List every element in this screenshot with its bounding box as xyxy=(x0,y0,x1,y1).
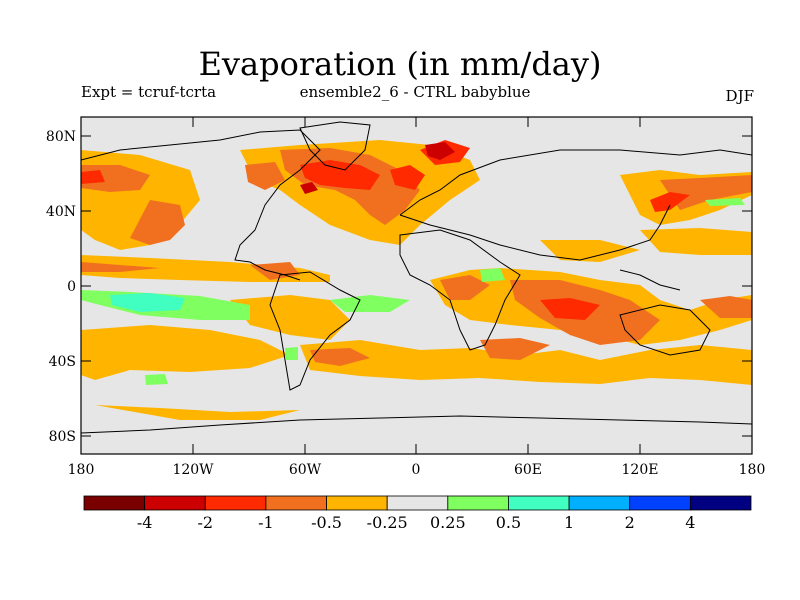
colorbar-swatch xyxy=(386,495,449,511)
coastlines xyxy=(81,121,752,434)
lon-tick-label: 120W xyxy=(172,462,214,478)
lon-tick-label: 180 xyxy=(739,462,766,478)
contour-fill-very-strong-negative xyxy=(300,142,455,194)
lon-tick-label: 120E xyxy=(622,462,659,478)
experiment-label: Expt = tcruf-tcrta xyxy=(81,83,217,101)
lat-tick-label: 40N xyxy=(46,204,76,220)
map-title: Evaporation (in mm/day) xyxy=(198,45,602,83)
colorbar-label: -2 xyxy=(197,513,213,532)
lat-ticks xyxy=(81,135,752,437)
colorbar-label: 2 xyxy=(625,513,635,532)
colorbar: -4 -2 -1 -0.5 -0.25 0.25 0.5 1 2 4 xyxy=(83,495,752,532)
lat-tick-label: 80S xyxy=(49,429,76,445)
anomaly-field xyxy=(81,121,752,434)
colorbar-label: 0.25 xyxy=(430,513,466,532)
lon-tick-label: 0 xyxy=(412,462,421,478)
lat-tick-label: 0 xyxy=(67,279,76,295)
colorbar-label: -1 xyxy=(258,513,274,532)
lat-tick-label: 80N xyxy=(46,129,76,145)
lon-tick-label: 180 xyxy=(68,462,95,478)
colorbar-label: -0.25 xyxy=(367,513,408,532)
colorbar-label: -0.5 xyxy=(311,513,342,532)
colorbar-swatch xyxy=(689,495,752,511)
colorbar-label: 1 xyxy=(564,513,574,532)
contour-fill-moderate-positive xyxy=(110,293,185,312)
colorbar-swatch xyxy=(447,495,509,511)
colorbar-swatch xyxy=(144,495,206,511)
colorbar-swatch xyxy=(326,495,388,511)
lon-tick-label: 60E xyxy=(514,462,542,478)
lat-tick-label: 40S xyxy=(49,354,76,370)
lon-tick-label: 60W xyxy=(289,462,322,478)
colorbar-label: 4 xyxy=(685,513,695,532)
colorbar-swatch xyxy=(204,495,267,511)
colorbar-swatch xyxy=(568,495,631,511)
ensemble-label: ensemble2_6 - CTRL babyblue xyxy=(299,83,531,101)
colorbar-swatch xyxy=(629,495,691,511)
colorbar-swatch xyxy=(508,495,570,511)
colorbar-swatch xyxy=(83,495,146,511)
colorbar-swatch xyxy=(265,495,327,511)
colorbar-label: -4 xyxy=(137,513,153,532)
colorbar-label: 0.5 xyxy=(496,513,521,532)
lon-ticks xyxy=(192,117,641,454)
season-label: DJF xyxy=(725,87,754,105)
